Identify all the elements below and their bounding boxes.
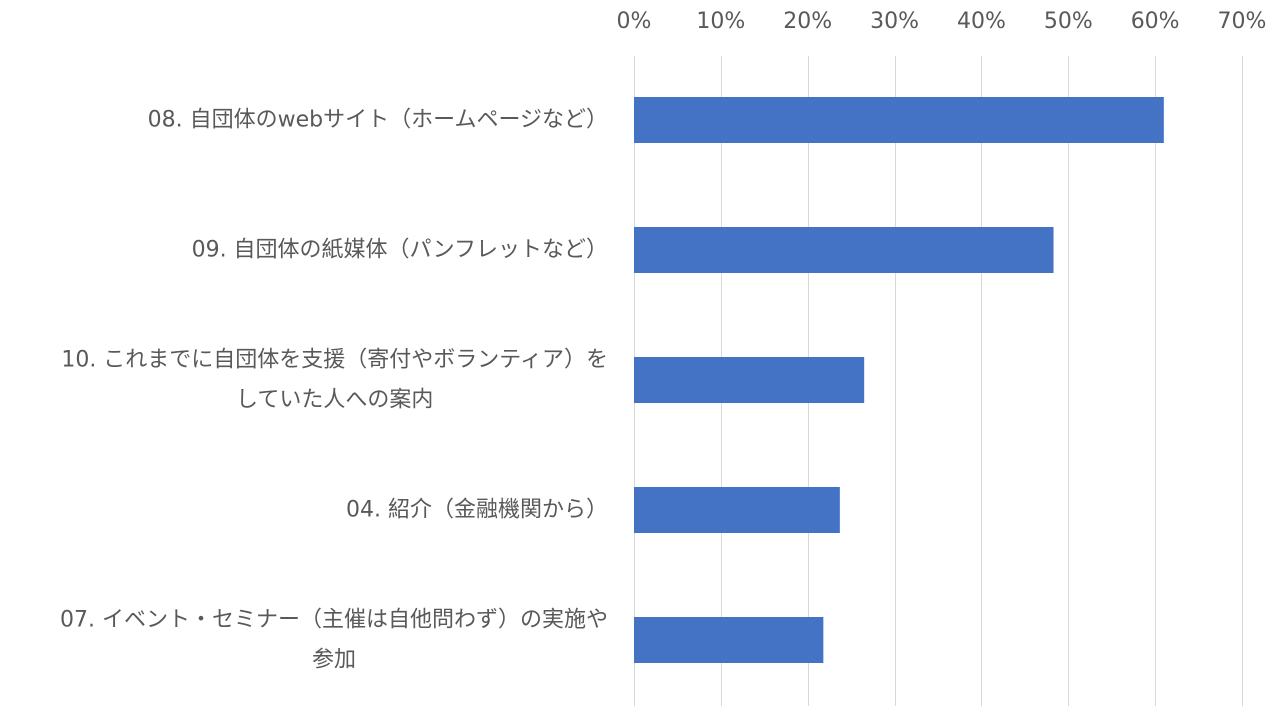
category-label: 09. 自団体の紙媒体（パンフレットなど） xyxy=(192,238,608,263)
x-tick-label: 30% xyxy=(870,9,919,34)
x-axis-ticks: 0% 10% 20% 30% 40% 50% 60% 70% xyxy=(617,9,1267,34)
x-tick-label: 40% xyxy=(957,9,1006,34)
category-label-line: していた人への案内 xyxy=(236,388,433,413)
category-label: 08. 自団体のwebサイト（ホームページなど） xyxy=(148,108,608,133)
x-tick-label: 10% xyxy=(696,9,745,34)
x-tick-label: 0% xyxy=(617,9,652,34)
x-tick-label: 70% xyxy=(1218,9,1267,34)
x-tick-label: 60% xyxy=(1131,9,1180,34)
category-label-line: 参加 xyxy=(312,648,356,673)
category-label-line: 10. これまでに自団体を支援（寄付やボランティア）を xyxy=(61,348,608,373)
bar xyxy=(634,357,865,403)
category-label-line: 08. 自団体のwebサイト（ホームページなど） xyxy=(148,108,608,133)
category-label-line: 04. 紹介（金融機関から） xyxy=(346,498,608,523)
bar xyxy=(634,227,1054,273)
bar xyxy=(634,97,1164,143)
category-label-line: 09. 自団体の紙媒体（パンフレットなど） xyxy=(192,238,608,263)
x-tick-label: 50% xyxy=(1044,9,1093,34)
category-label: 04. 紹介（金融機関から） xyxy=(346,498,608,523)
bar xyxy=(634,487,840,533)
x-tick-label: 20% xyxy=(783,9,832,34)
bar xyxy=(634,617,824,663)
category-labels: 08. 自団体のwebサイト（ホームページなど） 09. 自団体の紙媒体（パンフレ… xyxy=(60,108,608,673)
category-label-line: 07. イベント・セミナー（主催は自他問わず）の実施や xyxy=(60,608,608,633)
bars xyxy=(634,97,1164,663)
